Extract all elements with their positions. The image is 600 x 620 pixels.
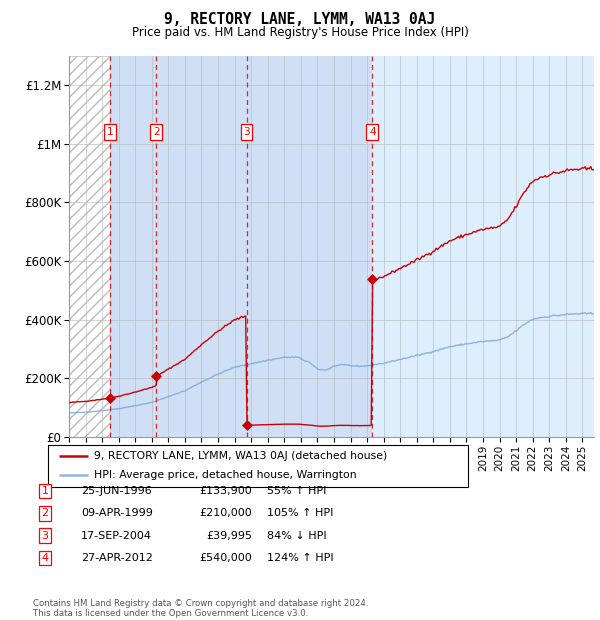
Text: 4: 4	[369, 127, 376, 137]
Text: Contains HM Land Registry data © Crown copyright and database right 2024.
This d: Contains HM Land Registry data © Crown c…	[33, 599, 368, 618]
Text: 105% ↑ HPI: 105% ↑ HPI	[267, 508, 334, 518]
Bar	[156, 56, 247, 437]
Text: 2: 2	[153, 127, 160, 137]
Text: 1: 1	[41, 486, 49, 496]
Text: 27-APR-2012: 27-APR-2012	[81, 553, 153, 563]
Text: £39,995: £39,995	[206, 531, 252, 541]
Bar	[69, 56, 110, 437]
Text: 1: 1	[107, 127, 113, 137]
Text: 55% ↑ HPI: 55% ↑ HPI	[267, 486, 326, 496]
Text: 25-JUN-1996: 25-JUN-1996	[81, 486, 152, 496]
Text: £210,000: £210,000	[199, 508, 252, 518]
Bar	[247, 56, 373, 437]
Text: 2: 2	[41, 508, 49, 518]
Text: 9, RECTORY LANE, LYMM, WA13 0AJ (detached house): 9, RECTORY LANE, LYMM, WA13 0AJ (detache…	[94, 451, 388, 461]
Bar	[69, 56, 110, 437]
Text: 84% ↓ HPI: 84% ↓ HPI	[267, 531, 326, 541]
Text: £133,900: £133,900	[199, 486, 252, 496]
Text: 3: 3	[243, 127, 250, 137]
Text: Price paid vs. HM Land Registry's House Price Index (HPI): Price paid vs. HM Land Registry's House …	[131, 26, 469, 39]
Text: £540,000: £540,000	[199, 553, 252, 563]
Bar	[110, 56, 156, 437]
Text: 124% ↑ HPI: 124% ↑ HPI	[267, 553, 334, 563]
Text: HPI: Average price, detached house, Warrington: HPI: Average price, detached house, Warr…	[94, 471, 357, 480]
Text: 4: 4	[41, 553, 49, 563]
Text: 17-SEP-2004: 17-SEP-2004	[81, 531, 152, 541]
Text: 9, RECTORY LANE, LYMM, WA13 0AJ: 9, RECTORY LANE, LYMM, WA13 0AJ	[164, 12, 436, 27]
Text: 3: 3	[41, 531, 49, 541]
Text: 09-APR-1999: 09-APR-1999	[81, 508, 153, 518]
